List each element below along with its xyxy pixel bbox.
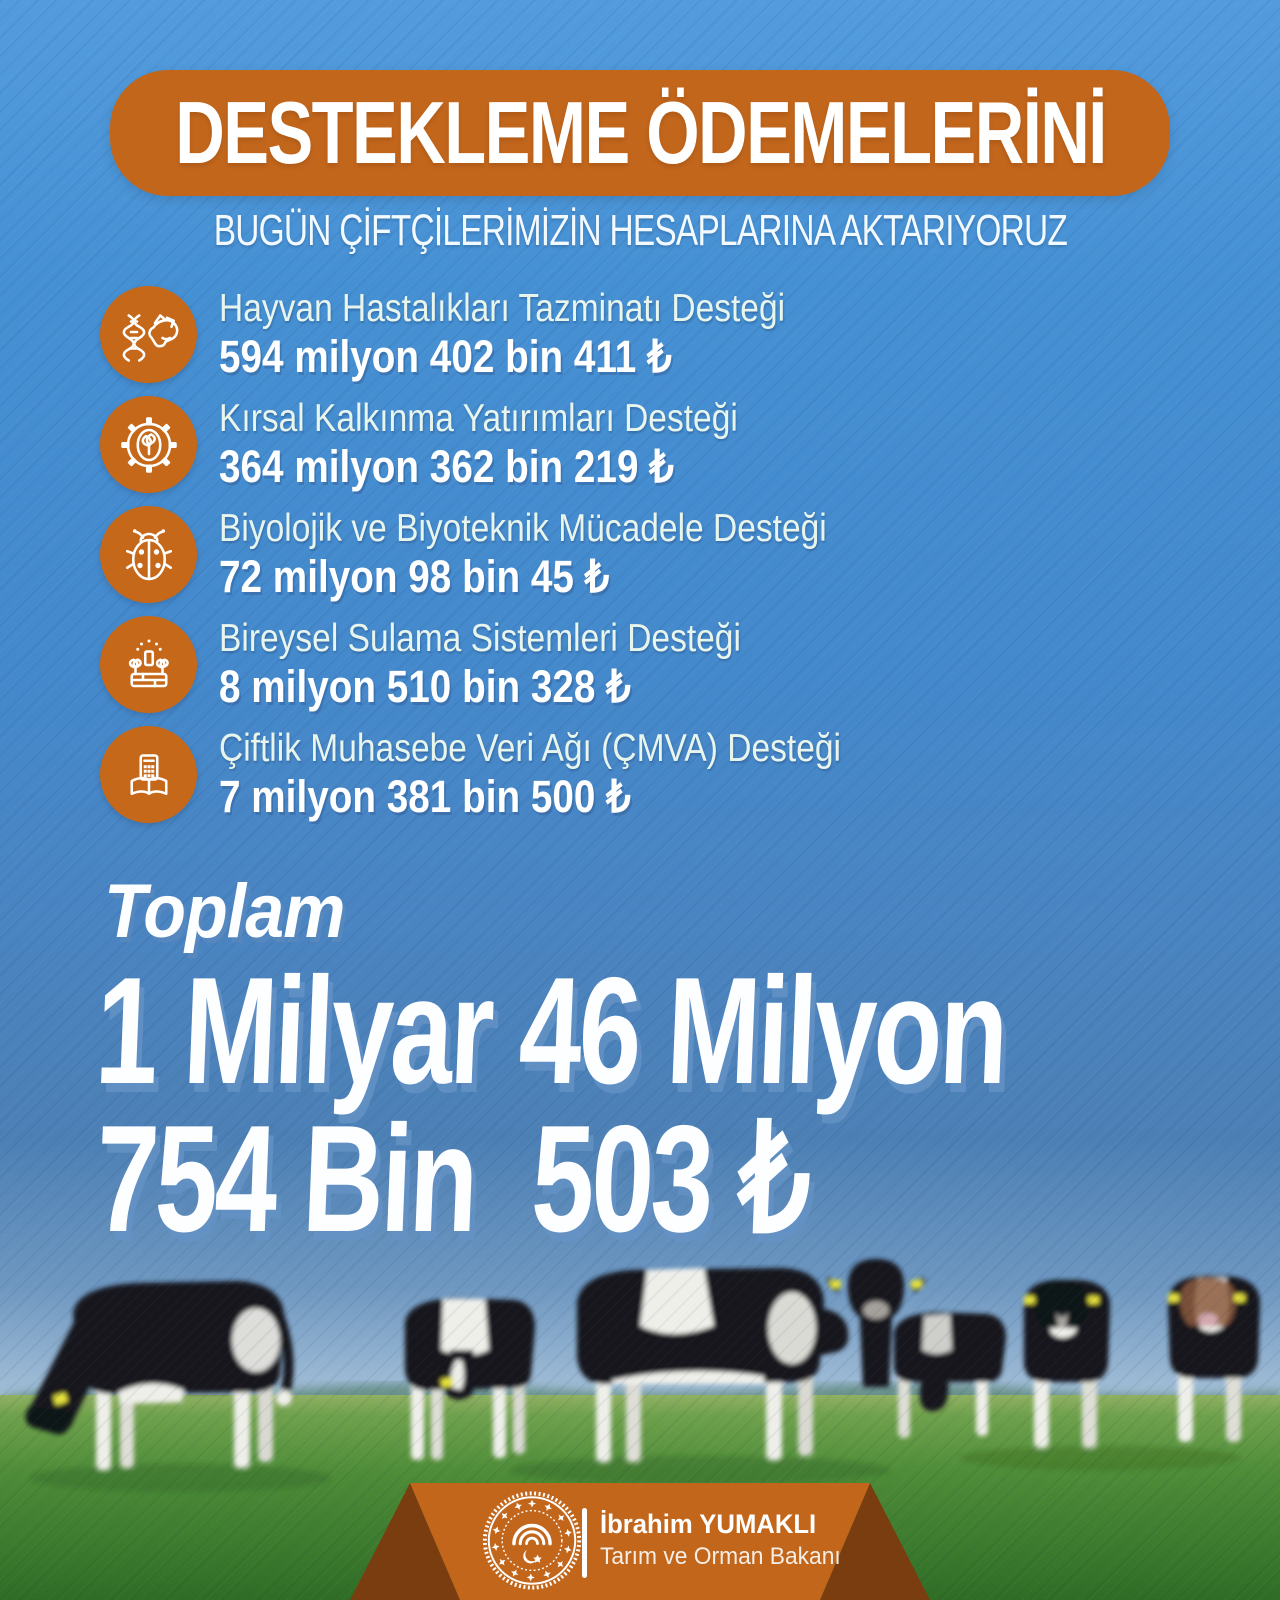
irrigation-icon <box>100 616 197 713</box>
item-amount: 8 milyon 510 bin 328 ₺ <box>219 661 631 712</box>
page-subtitle: BUGÜN ÇİFTÇİLERİMİZİN HESAPLARINA AKTARI… <box>213 206 1067 255</box>
item-amount: 364 milyon 362 bin 219 ₺ <box>219 441 674 492</box>
item-title: Hayvan Hastalıkları Tazminatı Desteği <box>219 287 786 330</box>
footer-ribbon: İbrahim YUMAKLI Tarım ve Orman Bakanı <box>350 1483 930 1600</box>
item-amount: 594 milyon 402 bin 411 ₺ <box>219 331 672 382</box>
list-item: Çiftlik Muhasebe Veri Ağı (ÇMVA) Desteği… <box>100 726 1180 823</box>
ladybug-icon <box>100 506 197 603</box>
list-item: Bireysel Sulama Sistemleri Desteği 8 mil… <box>100 616 1180 713</box>
item-title: Çiftlik Muhasebe Veri Ağı (ÇMVA) Desteği <box>219 727 841 770</box>
page-title: DESTEKLEME ÖDEMELERİNİ <box>174 83 1107 182</box>
minister-name: İbrahim YUMAKLI <box>600 1509 817 1539</box>
total-amount-line1: 1 Milyar 46 Milyon <box>92 946 1009 1116</box>
header-banner: DESTEKLEME ÖDEMELERİNİ <box>110 70 1170 196</box>
gear-sprout-icon <box>100 396 197 493</box>
total-label: Toplam <box>104 869 345 954</box>
ministry-seal-icon <box>482 1491 582 1590</box>
item-amount: 7 milyon 381 bin 500 ₺ <box>219 771 631 822</box>
item-title: Kırsal Kalkınma Yatırımları Desteği <box>219 397 738 440</box>
list-item: Biyolojik ve Biyoteknik Mücadele Desteği… <box>100 506 1180 603</box>
cow-dna-icon <box>100 286 197 383</box>
ribbon-shape <box>350 1483 930 1600</box>
cows-photo <box>0 1140 1280 1600</box>
book-calculator-icon <box>100 726 197 823</box>
item-amount: 72 milyon 98 bin 45 ₺ <box>219 551 610 602</box>
support-list: Hayvan Hastalıkları Tazminatı Desteği 59… <box>100 286 1180 836</box>
item-title: Bireysel Sulama Sistemleri Desteği <box>219 617 741 660</box>
item-title: Biyolojik ve Biyoteknik Mücadele Desteği <box>219 507 827 550</box>
list-item: Kırsal Kalkınma Yatırımları Desteği 364 … <box>100 396 1180 493</box>
list-item: Hayvan Hastalıkları Tazminatı Desteği 59… <box>100 286 1180 383</box>
total-amount-line2: 754 Bin 503 ₺ <box>92 1094 811 1264</box>
minister-role: Tarım ve Orman Bakanı <box>600 1543 841 1570</box>
ribbon-separator <box>582 1508 587 1578</box>
